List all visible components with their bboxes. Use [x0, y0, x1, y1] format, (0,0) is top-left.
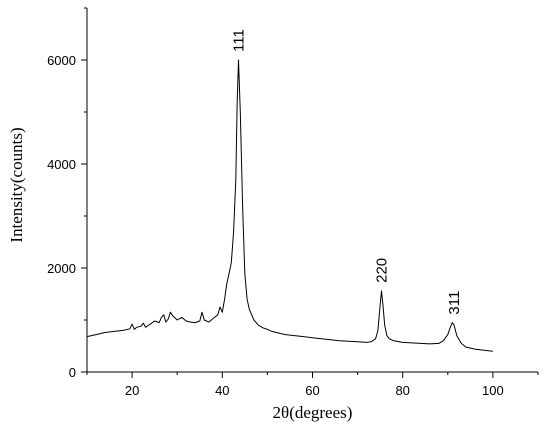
- x-tick-label: 60: [305, 383, 319, 398]
- y-tick-label: 4000: [47, 157, 76, 172]
- peak-label-111: 111: [231, 29, 248, 52]
- xrd-series-line: [86, 59, 493, 352]
- peak-label-311: 311: [446, 291, 463, 315]
- tick-labels: 20 40 60 80 100 0 2000 4000 6000: [47, 53, 504, 398]
- tick-marks: [81, 7, 539, 378]
- x-tick-label: 80: [395, 383, 409, 398]
- axes: [86, 8, 538, 373]
- x-tick-label: 40: [215, 383, 229, 398]
- peak-annotations: 111 220 311: [231, 29, 464, 314]
- x-axis-title: 2θ(degrees): [273, 403, 353, 422]
- y-tick-label: 6000: [47, 53, 76, 68]
- x-tick-label: 20: [125, 383, 139, 398]
- x-tick-label: 100: [482, 383, 504, 398]
- y-tick-label: 0: [69, 365, 76, 380]
- y-tick-label: 2000: [47, 261, 76, 276]
- y-axis-title: Intensity(counts): [7, 127, 26, 242]
- plot-area: [86, 59, 493, 352]
- peak-label-220: 220: [374, 258, 391, 283]
